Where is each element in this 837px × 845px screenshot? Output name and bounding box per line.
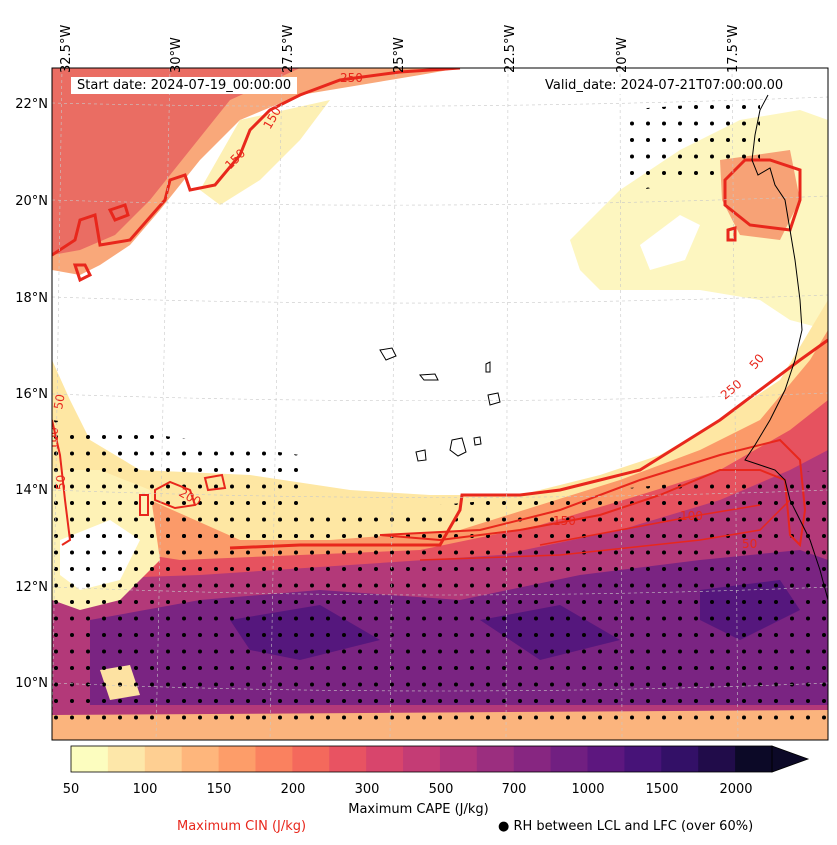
colorbar-segment bbox=[439, 746, 478, 772]
rh-legend: ● RH between LCL and LFC (over 60%) bbox=[498, 819, 753, 834]
cb-tick-1000: 1000 bbox=[571, 782, 605, 797]
cb-tick-200: 200 bbox=[280, 782, 306, 797]
colorbar-extend-arrow bbox=[771, 745, 810, 773]
rh-dots-west bbox=[52, 420, 300, 540]
lon-label-17-5w: 17.5°W bbox=[726, 24, 741, 73]
lon-label-30w: 30°W bbox=[169, 37, 184, 73]
svg-text:50: 50 bbox=[54, 475, 68, 490]
cb-tick-100: 100 bbox=[132, 782, 158, 797]
lat-label-18n: 18°N bbox=[15, 291, 48, 306]
cb-tick-1500: 1500 bbox=[645, 782, 679, 797]
colorbar-frame bbox=[70, 745, 773, 773]
colorbar-segment bbox=[587, 746, 625, 772]
coastlines bbox=[379, 94, 828, 601]
cape-ne-white bbox=[640, 215, 700, 270]
svg-text:150: 150 bbox=[553, 514, 576, 528]
colorbar-segment bbox=[292, 746, 330, 772]
colorbar-segment bbox=[661, 746, 699, 772]
svg-text:250: 250 bbox=[340, 71, 363, 85]
colorbar-segment bbox=[735, 746, 773, 772]
colorbar-segment bbox=[144, 746, 183, 772]
lat-label-14n: 14°N bbox=[15, 483, 48, 498]
cb-tick-300: 300 bbox=[354, 782, 380, 797]
start-date-label: Start date: 2024-07-19_00:00:00 bbox=[71, 77, 298, 94]
lon-label-20w: 20°W bbox=[615, 37, 630, 73]
rh-dot-marker: ● bbox=[498, 819, 510, 834]
colorbar-segment bbox=[71, 746, 109, 772]
colorbar-segment bbox=[476, 746, 515, 772]
rh-legend-label: RH between LCL and LFC (over 60%) bbox=[513, 819, 754, 834]
lon-label-22-5w: 22.5°W bbox=[503, 24, 518, 73]
lat-label-22n: 22°N bbox=[15, 97, 48, 112]
map-area: 250 150 150 100 50 50 200 250 150 100 50… bbox=[47, 68, 828, 740]
cin-contours bbox=[52, 68, 828, 561]
colorbar-title: Maximum CAPE (J/kg) bbox=[348, 802, 489, 817]
colorbar-segment bbox=[513, 746, 552, 772]
colorbar-segment bbox=[107, 746, 146, 772]
colorbar-segment bbox=[624, 746, 662, 772]
lat-label-12n: 12°N bbox=[15, 580, 48, 595]
colorbar-segment bbox=[698, 746, 736, 772]
svg-text:50: 50 bbox=[51, 393, 67, 410]
lon-label-27-5w: 27.5°W bbox=[281, 24, 296, 73]
map-frame bbox=[51, 67, 829, 741]
cape-colorbar bbox=[70, 745, 810, 773]
lat-label-20n: 20°N bbox=[15, 194, 48, 209]
colorbar-segment bbox=[218, 746, 256, 772]
colorbar-segment bbox=[329, 746, 367, 772]
svg-text:50: 50 bbox=[742, 537, 757, 551]
lat-label-10n: 10°N bbox=[15, 676, 48, 691]
lon-label-25w: 25°W bbox=[392, 37, 407, 73]
colorbar-segment bbox=[550, 746, 589, 772]
cb-tick-50: 50 bbox=[62, 782, 80, 797]
colorbar-segment bbox=[255, 746, 293, 772]
colorbar-segment bbox=[181, 746, 220, 772]
lon-label-32-5w: 32.5°W bbox=[59, 24, 74, 73]
colorbar-segment bbox=[366, 746, 404, 772]
cb-tick-500: 500 bbox=[428, 782, 454, 797]
cin-legend-label: Maximum CIN (J/kg) bbox=[177, 819, 307, 834]
rh-dots-ne bbox=[620, 100, 760, 190]
colorbar-segment bbox=[403, 746, 441, 772]
cb-tick-150: 150 bbox=[206, 782, 232, 797]
valid-date-label: Valid_date: 2024-07-21T07:00:00.00 bbox=[539, 77, 790, 94]
svg-text:100: 100 bbox=[47, 427, 61, 450]
lat-label-16n: 16°N bbox=[15, 387, 48, 402]
cb-tick-700: 700 bbox=[501, 782, 527, 797]
cb-tick-2000: 2000 bbox=[719, 782, 753, 797]
cape-north-yellow bbox=[200, 100, 330, 205]
svg-text:100: 100 bbox=[680, 509, 703, 523]
gridlines bbox=[52, 68, 828, 740]
